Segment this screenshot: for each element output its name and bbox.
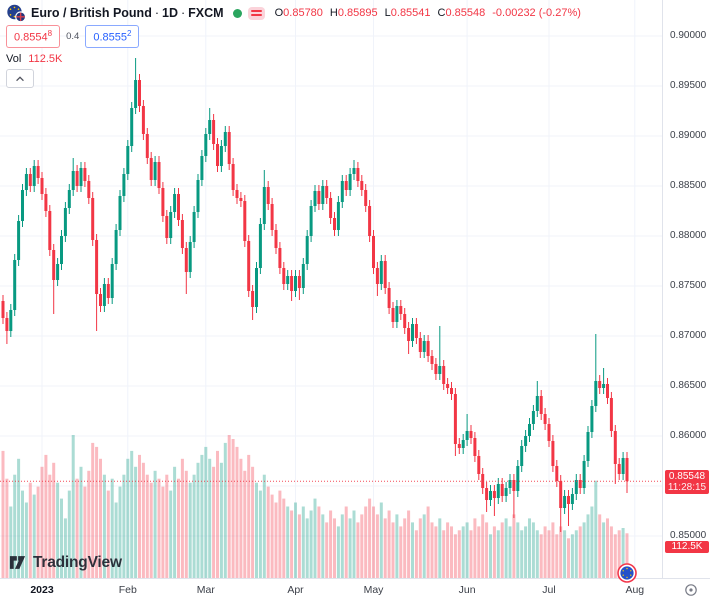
watermark-text: TradingView — [33, 553, 122, 571]
open-value: 0.85780 — [283, 7, 323, 19]
time-scale[interactable]: 2023 Feb Mar Apr May Jun Jul Aug — [0, 578, 710, 600]
price-tick-label: 0.88500 — [670, 180, 707, 191]
price-scale[interactable]: 0.85548 11:28:15 112.5K 0.90000 0.89500 0.… — [662, 0, 710, 578]
scale-settings-icon[interactable] — [684, 583, 698, 597]
change-value: -0.00232 (-0.27%) — [492, 7, 581, 19]
collapse-pane-button[interactable] — [6, 69, 34, 88]
price-tick-label: 0.86500 — [670, 380, 707, 391]
sell-bid-button[interactable]: 0.85548 — [6, 25, 61, 48]
volume-indicator-legend: Vol 112.5K — [6, 52, 581, 65]
title-separator: · — [181, 6, 186, 20]
time-tick-label: Jun — [458, 584, 476, 596]
price-tick-label: 0.85000 — [670, 530, 707, 541]
time-tick-label: May — [363, 584, 384, 596]
volume-axis-badge: 112.5K — [665, 541, 709, 553]
price-tick-label: 0.89500 — [670, 80, 707, 91]
last-bar-symbol-marker-icon — [617, 563, 637, 583]
chart-legend: Euro / British Pound · 1D · FXCM O0.85780 H0.… — [6, 4, 581, 88]
volume-value: 112.5K — [28, 52, 63, 65]
price-tick-label: 0.87000 — [670, 330, 707, 341]
time-tick-label: Apr — [287, 584, 304, 596]
bar-countdown: 11:28:15 — [667, 481, 707, 493]
time-tick-label: Aug — [625, 584, 645, 596]
spread-value: 0.4 — [66, 31, 80, 42]
last-price-badge: 0.85548 11:28:15 — [665, 469, 709, 494]
tradingview-watermark[interactable]: TradingView — [8, 553, 122, 572]
time-tick-label: 2023 — [30, 584, 54, 596]
chevron-up-icon — [16, 75, 24, 81]
time-tick-label: Jul — [542, 584, 556, 596]
price-tick-label: 0.86000 — [670, 430, 707, 441]
title-separator: · — [154, 6, 160, 20]
time-tick-label: Mar — [196, 584, 215, 596]
notifications-icon[interactable] — [247, 6, 265, 20]
exchange-label: FXCM — [188, 6, 224, 20]
volume-label: Vol — [6, 52, 22, 65]
market-open-dot-icon[interactable] — [232, 8, 242, 18]
price-tick-label: 0.87500 — [670, 280, 707, 291]
tradingview-logo-icon — [9, 556, 26, 569]
price-tick-label: 0.89000 — [670, 130, 707, 141]
high-value: 0.85895 — [337, 7, 378, 19]
last-price-value: 0.85548 — [668, 470, 706, 482]
candlestick-chart-canvas[interactable] — [0, 0, 662, 578]
chart-pane[interactable]: Euro / British Pound · 1D · FXCM O0.85780 H0.… — [0, 0, 662, 583]
buy-ask-button[interactable]: 0.85552 — [85, 25, 140, 48]
close-value: 0.85548 — [445, 7, 486, 19]
symbol-title[interactable]: Euro / British Pound · 1D · FXCM — [31, 6, 224, 20]
price-tick-label: 0.88000 — [670, 230, 707, 241]
price-tick-label: 0.90000 — [670, 30, 707, 41]
symbol-logo-eurgbp-icon — [6, 4, 26, 22]
time-tick-label: Feb — [118, 584, 137, 596]
interval-label: 1D — [162, 6, 178, 20]
ohlc-readout: O0.85780 H0.85895 L0.85541 C0.85548 -0.00232… — [274, 7, 581, 19]
low-value: 0.85541 — [390, 7, 431, 19]
symbol-name: Euro / British Pound — [31, 6, 152, 20]
